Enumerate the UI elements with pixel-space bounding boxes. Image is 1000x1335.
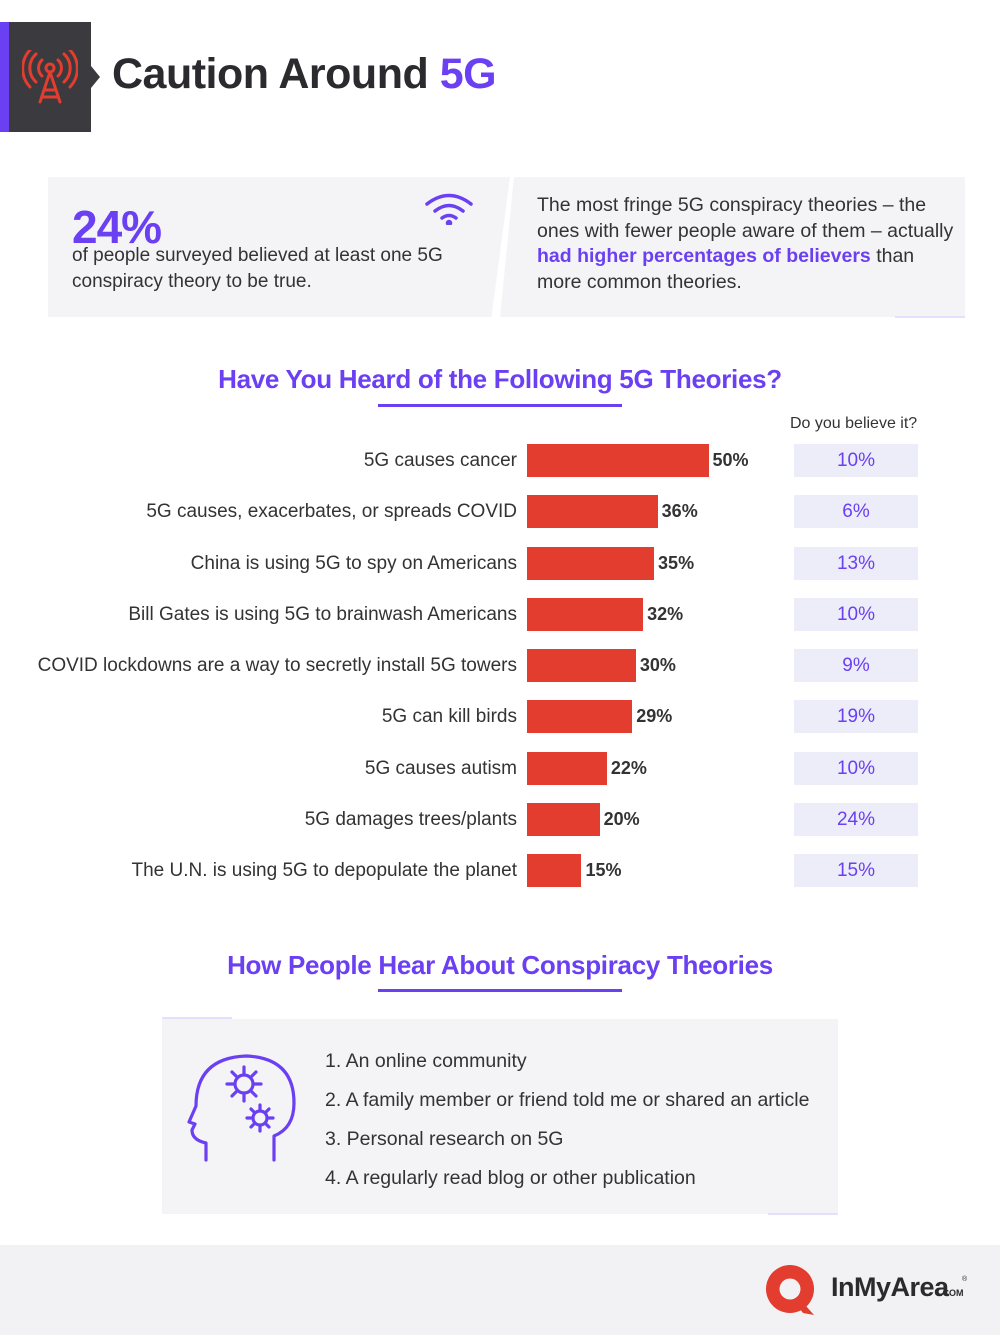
believe-value: 6% (794, 495, 918, 529)
believe-header: Do you believe it? (790, 415, 918, 432)
heard-value-label: 22% (610, 757, 647, 778)
heard-bar (527, 546, 655, 580)
believe-value: 19% (794, 700, 918, 734)
big-percent: 24% (72, 201, 162, 253)
theory-label: 5G causes cancer (363, 450, 517, 471)
list-item: 3. Personal research on 5G (325, 1128, 564, 1150)
list-item: 2. A family member or friend told me or … (325, 1089, 810, 1111)
believe-value: 9% (794, 649, 918, 682)
theory-label: COVID lockdowns are a way to secretly in… (37, 655, 517, 676)
believe-value: 10% (794, 751, 918, 785)
heard-value-label: 50% (712, 450, 749, 470)
fringe-theories-text: The most fringe 5G conspiracy theories –… (537, 194, 954, 293)
heard-bar (527, 854, 582, 887)
sources-list: 1. An online community 2. A family membe… (325, 1042, 809, 1198)
heard-value-label: 30% (639, 655, 676, 675)
theory-label: Bill Gates is using 5G to brainwash Amer… (128, 603, 517, 625)
header-icon-notch (91, 66, 100, 88)
believe-value: 10% (794, 597, 918, 631)
list-item: 4. A regularly read blog or other public… (325, 1167, 696, 1189)
fringe-highlight: had higher percentages of believers (537, 245, 871, 267)
logo-suffix: .COM (940, 1288, 964, 1298)
sources-panel-corner-br (768, 1213, 838, 1215)
heard-value-label: 20% (603, 808, 640, 829)
big-percent-text: of people surveyed believed at least one… (72, 245, 443, 292)
theory-label: The U.N. is using 5G to depopulate the p… (131, 860, 517, 881)
heard-bar (527, 649, 636, 682)
believe-value: 10% (794, 444, 918, 477)
believe-value: 13% (794, 546, 918, 580)
theory-label: 5G damages trees/plants (304, 808, 517, 830)
header-icon-box (9, 22, 91, 132)
inmyarea-logo-icon (766, 1265, 814, 1315)
head-gears-icon (187, 1054, 296, 1162)
sources-panel-corner-tl (162, 1017, 232, 1019)
radio-tower-icon (22, 50, 78, 104)
believe-value: 15% (794, 854, 918, 887)
page-title-accent: 5G (439, 50, 497, 98)
sources-title: How People Hear About Conspiracy Theorie… (227, 950, 773, 980)
heard-value-label: 36% (661, 501, 698, 522)
logo-registered: ® (962, 1276, 968, 1283)
heard-bar (527, 495, 658, 529)
heard-bar (527, 751, 607, 785)
stat-panel-corner (895, 316, 965, 318)
page-title: Caution Around 5G (112, 50, 497, 98)
logo-text: InMyArea (831, 1272, 949, 1302)
theory-label: China is using 5G to spy on Americans (190, 552, 517, 574)
heard-bar (527, 802, 600, 836)
stat-panel-right (500, 177, 965, 317)
header-accent-bar (0, 22, 9, 132)
wifi-icon (425, 193, 473, 225)
heard-value-label: 35% (658, 552, 695, 573)
heard-bar (527, 597, 644, 631)
footer (0, 1245, 1000, 1335)
heard-value-label: 15% (585, 860, 622, 880)
sources-panel (162, 1019, 838, 1214)
sources-title-underline (378, 989, 622, 992)
list-item: 1. An online community (325, 1050, 527, 1072)
theory-label: 5G can kill birds (381, 706, 517, 728)
believe-value: 24% (794, 802, 918, 836)
theories-title-underline (378, 404, 622, 407)
heard-value-label: 29% (636, 706, 673, 727)
theory-label: 5G causes autism (364, 757, 517, 779)
heard-bar (527, 700, 633, 734)
theory-label: 5G causes, exacerbates, or spreads COVID (146, 501, 517, 523)
heard-bar (527, 444, 709, 477)
heard-value-label: 32% (647, 603, 684, 624)
theories-title: Have You Heard of the Following 5G Theor… (218, 364, 782, 394)
